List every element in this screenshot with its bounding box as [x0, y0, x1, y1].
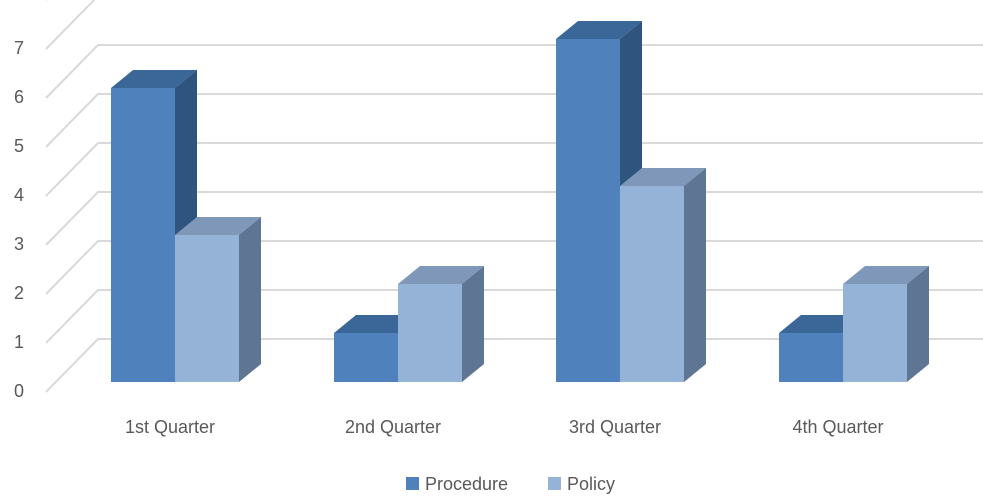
- x-category-label: 1st Quarter: [125, 417, 215, 437]
- legend: Procedure Policy: [406, 474, 615, 494]
- x-category-label: 4th Quarter: [792, 417, 883, 437]
- legend-swatch: [406, 477, 419, 490]
- bars: [111, 21, 929, 382]
- gridline: [45, 44, 983, 99]
- gridline: [45, 0, 96, 50]
- bar-policy-2: [398, 266, 484, 382]
- bar-policy-3: [620, 168, 706, 382]
- y-tick-label: 7: [14, 38, 24, 58]
- y-tick-label: 5: [14, 136, 24, 156]
- x-category-label: 2nd Quarter: [345, 417, 441, 437]
- y-tick-label: 0: [14, 381, 24, 401]
- x-category-label: 3rd Quarter: [569, 417, 661, 437]
- y-tick-label: 3: [14, 234, 24, 254]
- y-tick-label: 6: [14, 87, 24, 107]
- y-tick-label: 4: [14, 185, 24, 205]
- legend-label: Policy: [567, 474, 615, 494]
- gridline: [45, 93, 983, 148]
- gridlines: [45, 0, 983, 393]
- x-axis-categories: 1st Quarter 2nd Quarter 3rd Quarter 4th Qua…: [125, 417, 884, 437]
- legend-label: Procedure: [425, 474, 508, 494]
- y-tick-label: 1: [14, 332, 24, 352]
- y-axis-ticks: 0 1 2 3 4 5 6 7: [14, 38, 24, 401]
- bar-policy-1: [175, 217, 261, 382]
- bar-policy-4: [843, 266, 929, 382]
- gridline: [45, 142, 983, 197]
- legend-swatch: [548, 477, 561, 490]
- y-tick-label: 2: [14, 283, 24, 303]
